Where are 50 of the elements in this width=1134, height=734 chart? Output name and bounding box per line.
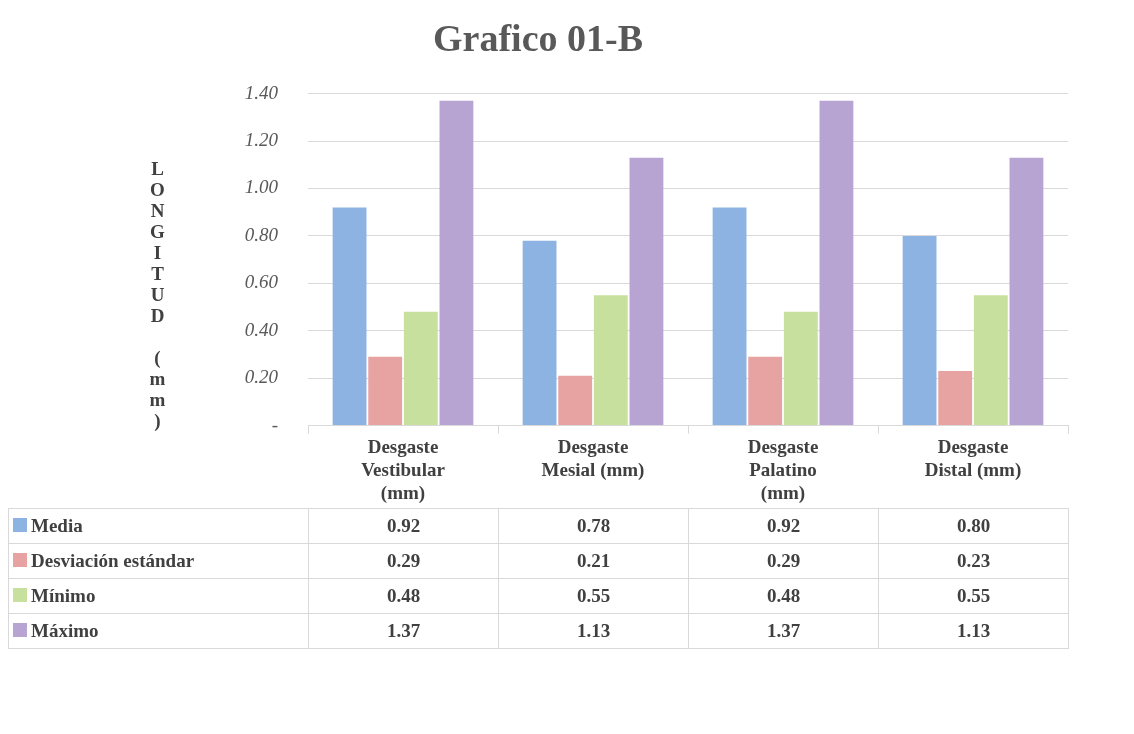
bar xyxy=(783,311,818,426)
data-label: 0.80 xyxy=(878,508,1069,544)
bar xyxy=(902,235,937,426)
bar xyxy=(1009,157,1044,426)
y-tick-label: 0.20 xyxy=(244,366,279,388)
legend-label: Máximo xyxy=(31,620,99,641)
bar xyxy=(973,295,1008,426)
legend-label: Desviación estándar xyxy=(31,550,195,571)
data-label: 0.29 xyxy=(688,543,879,579)
bar xyxy=(403,311,438,426)
x-tick-label: Desgaste Mesial (mm) xyxy=(541,435,645,481)
y-axis-title: LONGITUD (mm) xyxy=(147,158,168,431)
bar xyxy=(558,375,593,426)
y-tick-label: 0.80 xyxy=(244,223,279,245)
data-label: 0.78 xyxy=(498,508,689,544)
bar xyxy=(629,157,664,426)
data-label: 1.37 xyxy=(308,613,499,649)
bar xyxy=(439,100,474,426)
chart-title: Grafico 01-B xyxy=(432,16,644,59)
data-label: 1.37 xyxy=(688,613,879,649)
x-tick-label: Desgaste Palatino (mm) xyxy=(747,435,819,504)
bar xyxy=(593,295,628,426)
y-tick-label: 1.00 xyxy=(244,176,279,198)
data-label: 0.92 xyxy=(688,508,879,544)
legend-label: Mínimo xyxy=(31,585,96,606)
legend-label: Media xyxy=(31,515,83,536)
y-tick-label: 1.20 xyxy=(244,129,279,151)
y-tick-label: 1.40 xyxy=(244,81,279,103)
bar xyxy=(712,207,747,426)
y-tick-label: 0.60 xyxy=(244,271,279,293)
data-label: 0.29 xyxy=(308,543,499,579)
data-label: 0.48 xyxy=(688,578,879,614)
data-label: 0.55 xyxy=(498,578,689,614)
bar xyxy=(332,207,367,426)
bar xyxy=(938,371,973,426)
y-tick-label: - xyxy=(271,413,278,435)
data-label: 1.13 xyxy=(878,613,1069,649)
data-label: 0.48 xyxy=(308,578,499,614)
x-tick-label: Desgaste Distal (mm) xyxy=(924,435,1022,481)
data-label: 0.23 xyxy=(878,543,1069,579)
bar xyxy=(748,356,783,426)
bar xyxy=(819,100,854,426)
bar xyxy=(522,240,557,426)
x-tick-label: Desgaste Vestibular (mm) xyxy=(361,435,446,504)
data-label: 1.13 xyxy=(498,613,689,649)
y-tick-label: 0.40 xyxy=(244,318,279,340)
data-label: 0.92 xyxy=(308,508,499,544)
bar xyxy=(368,356,403,426)
data-label: 0.55 xyxy=(878,578,1069,614)
data-label: 0.21 xyxy=(498,543,689,579)
